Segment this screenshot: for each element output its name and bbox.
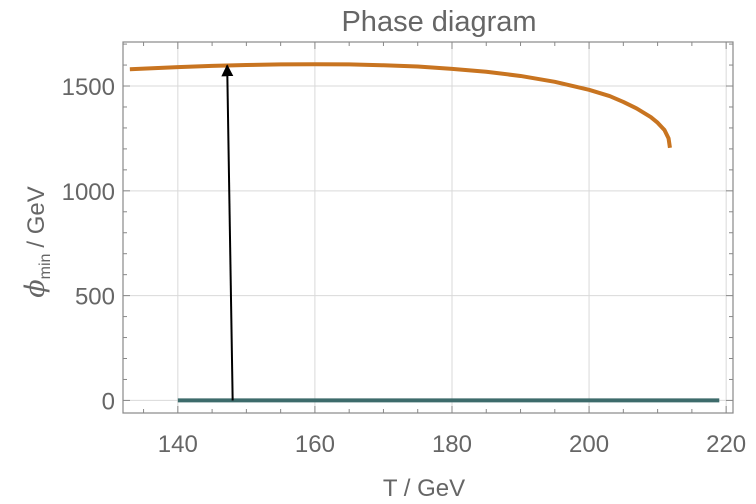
grid (123, 42, 733, 413)
plot-border (122, 41, 734, 414)
y-axis-unit: / GeV (23, 186, 50, 247)
transition-arrow (221, 64, 234, 401)
y-tick-label: 1000 (62, 179, 115, 206)
annotation-layer (221, 64, 234, 401)
y-tick-label: 500 (75, 284, 115, 311)
plot-frame (122, 41, 734, 414)
y-axis-label: ϕmin / GeV (20, 186, 54, 298)
x-tick-label: 160 (295, 431, 335, 458)
y-tick-label: 0 (102, 388, 115, 415)
y-axis-symbol: ϕ (20, 279, 51, 297)
x-tick-label: 180 (432, 431, 472, 458)
x-tick-label: 140 (158, 431, 198, 458)
series-layer (129, 62, 720, 403)
tick-labels: 140 160 180 200 220 0 500 1000 1500 (62, 74, 747, 458)
y-tick-label: 1500 (62, 74, 115, 101)
x-axis-label: T / GeV (383, 475, 465, 502)
y-axis-subscript: min (37, 254, 54, 280)
x-tick-label: 220 (706, 431, 746, 458)
series-line-1 (129, 62, 672, 149)
x-tick-label: 200 (569, 431, 609, 458)
chart-title: Phase diagram (341, 6, 536, 38)
